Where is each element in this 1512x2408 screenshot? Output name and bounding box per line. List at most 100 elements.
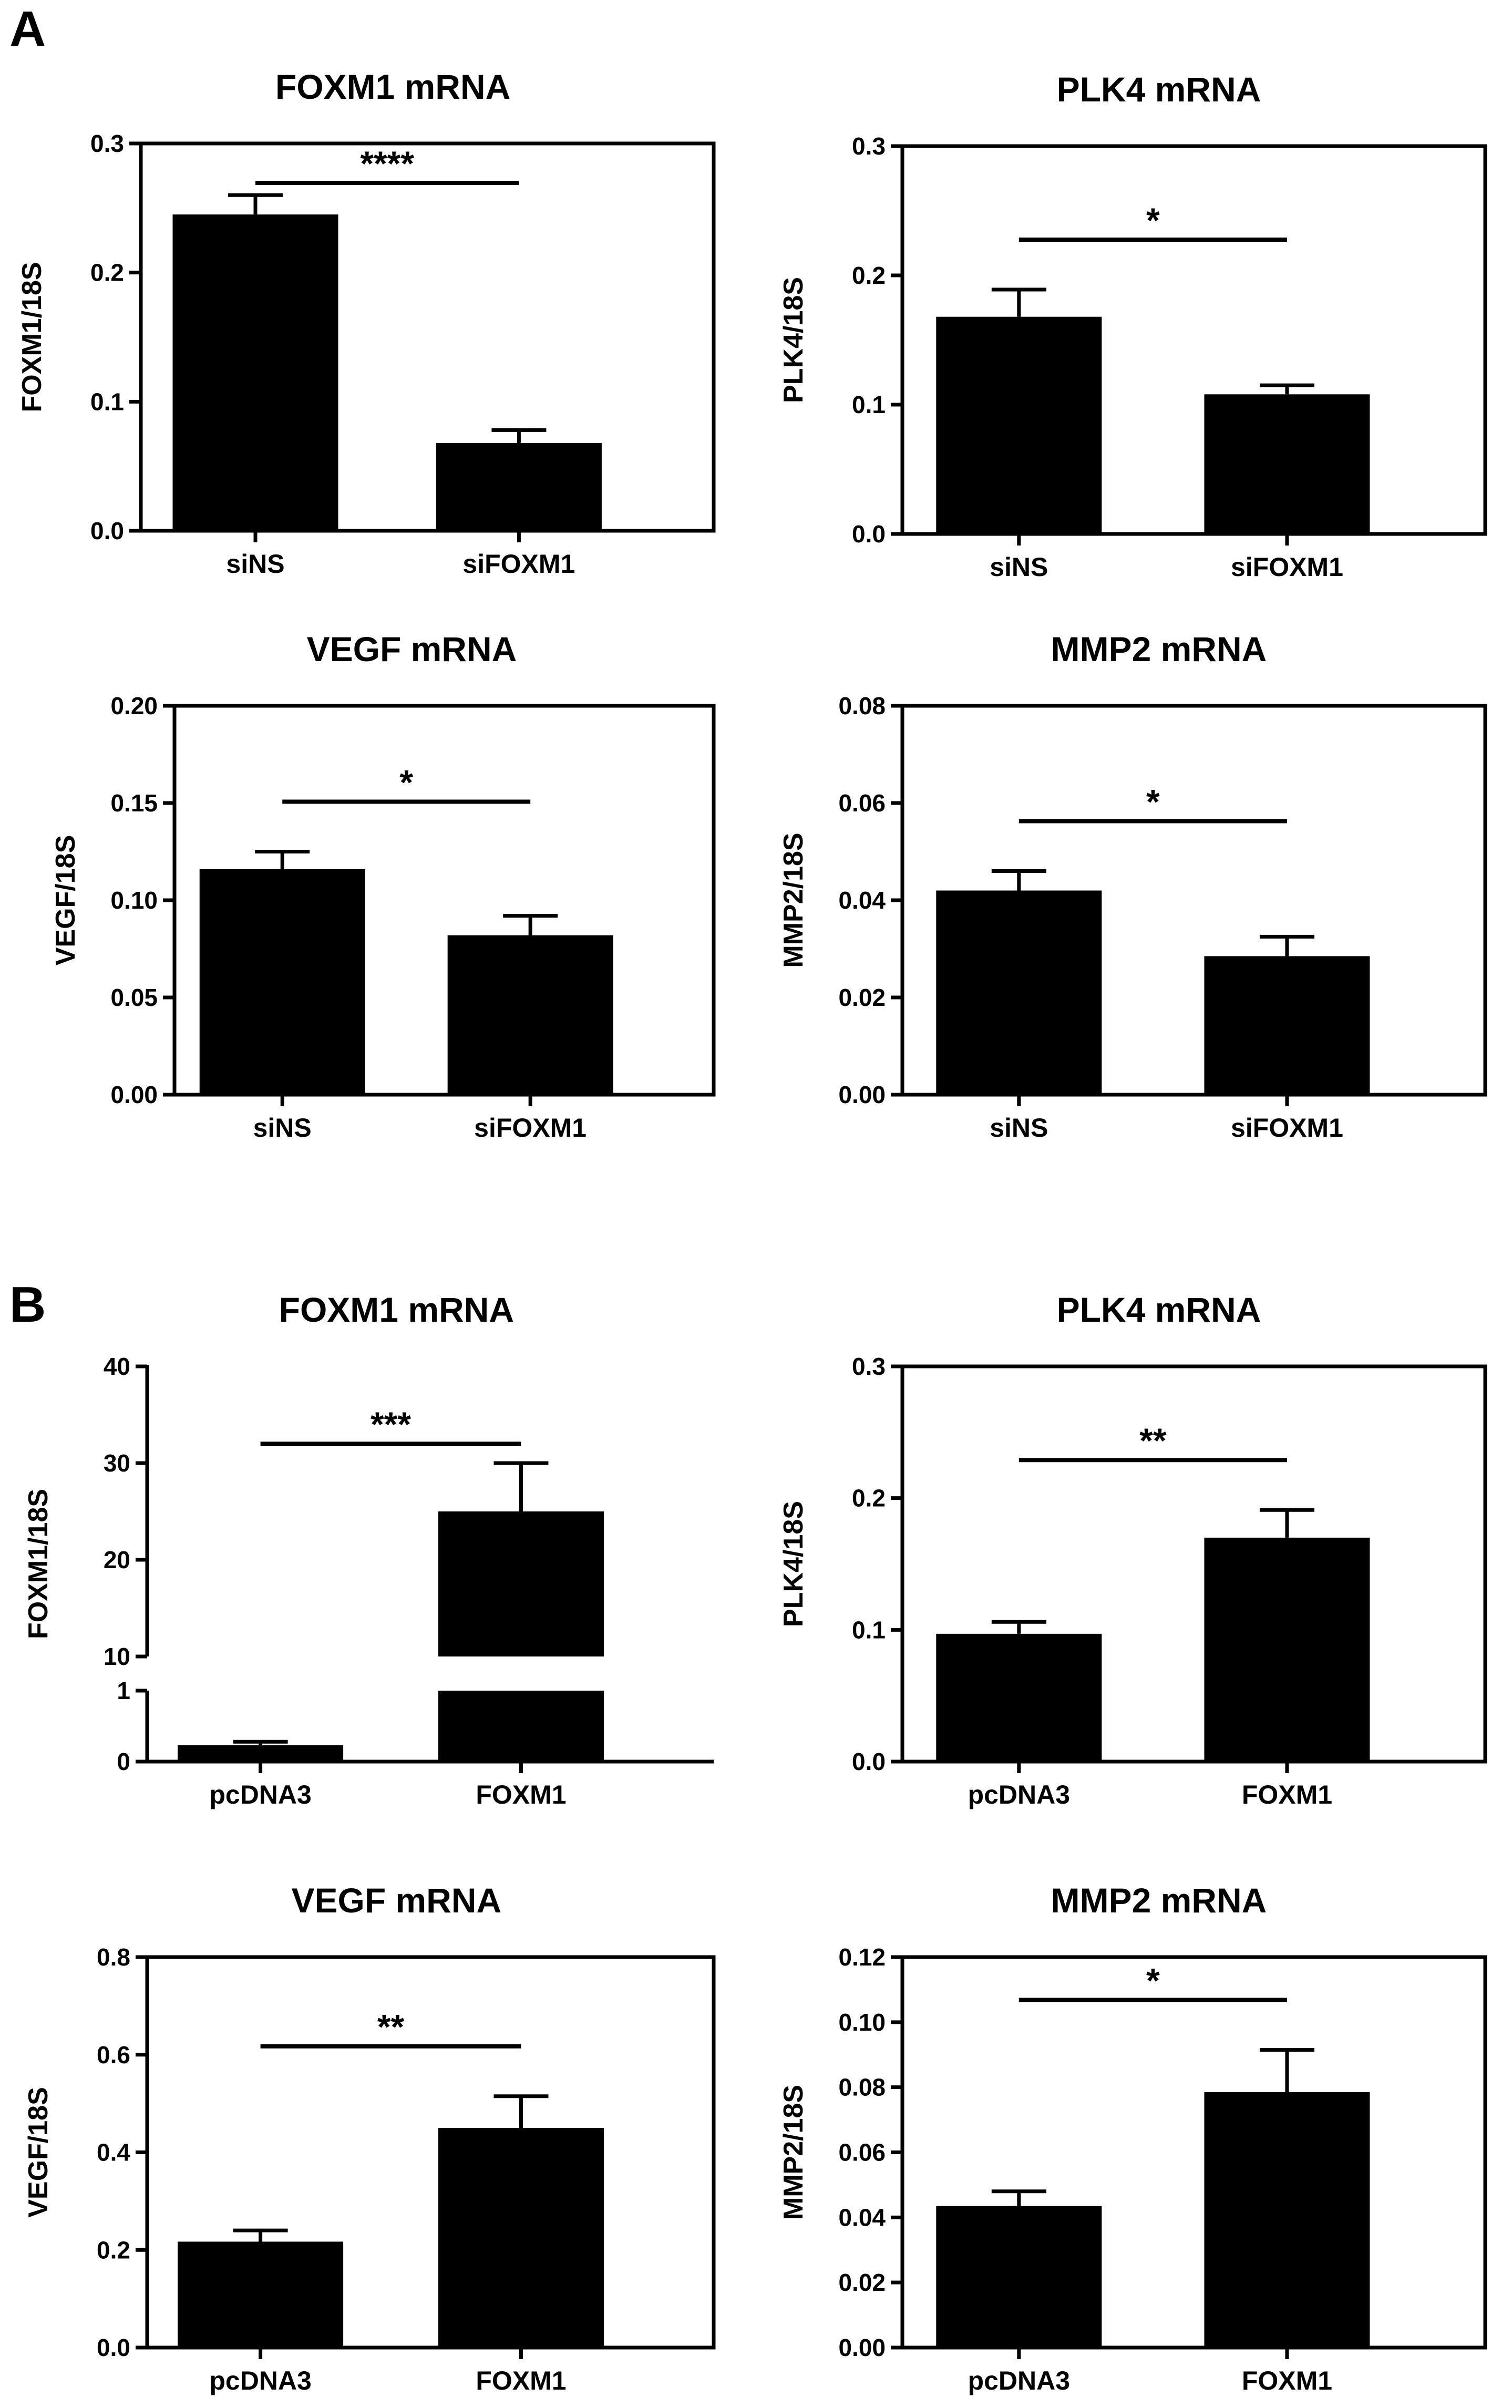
bar-pcdna3	[936, 2206, 1102, 2348]
y-tick-label: 0.4	[97, 2139, 130, 2166]
bar-sifoxm1	[1204, 394, 1370, 534]
y-axis-label: MMP2/18S	[778, 2085, 809, 2220]
y-tick-label: 0.12	[838, 1943, 886, 1971]
chart-title: PLK4 mRNA	[1057, 1290, 1261, 1329]
y-tick-label: 1	[117, 1677, 130, 1704]
plot-frame	[900, 1364, 1487, 1764]
bar-sins	[936, 316, 1102, 534]
y-axis-label: VEGF/18S	[23, 2087, 54, 2218]
y-tick-label: 0.0	[852, 1748, 886, 1775]
y-tick-label: 0.10	[110, 887, 158, 914]
y-tick-label: 0.06	[838, 2139, 886, 2166]
panel-letter-b: B	[9, 1277, 46, 1333]
x-category-label: FOXM1	[1242, 1780, 1332, 1809]
y-tick-label: 0.1	[852, 1616, 886, 1643]
y-tick-label: 0.02	[838, 984, 886, 1011]
y-tick-label: 0.04	[838, 887, 886, 914]
significance-label: ***	[371, 1405, 411, 1444]
y-tick-label: 20	[104, 1546, 130, 1573]
y-tick-label: 0.08	[838, 692, 886, 719]
y-tick-label: 0.0	[852, 520, 886, 548]
x-category-label: pcDNA3	[968, 2366, 1070, 2395]
significance-label: *	[1146, 783, 1160, 821]
x-category-label: FOXM1	[476, 1780, 566, 1809]
bar-foxm1-upper	[438, 1511, 604, 1656]
y-axis-label: PLK4/18S	[778, 1501, 809, 1627]
x-category-label: siFOXM1	[1231, 1113, 1343, 1143]
y-tick-label: 0.2	[852, 262, 886, 289]
x-category-label: siNS	[226, 549, 284, 579]
y-tick-label: 30	[104, 1449, 130, 1477]
bar-sifoxm1	[436, 443, 602, 531]
charts-group: FOXM1 mRNA FOXM1/18S 0.0 0.1 0.2 0.3 siNS siFOX…	[17, 67, 1487, 2395]
y-tick-label: 0.1	[852, 391, 886, 418]
chart-8: MMP2 mRNA MMP2/18S 0.00 0.02 0.04 0.06 0.08 0.1…	[778, 1881, 1487, 2395]
x-category-label: pcDNA3	[968, 1780, 1070, 1809]
chart-title: MMP2 mRNA	[1051, 1881, 1267, 1920]
y-axis-label: MMP2/18S	[778, 832, 809, 968]
chart-1: FOXM1 mRNA FOXM1/18S 0.0 0.1 0.2 0.3 siNS siFOX…	[17, 67, 716, 579]
bar-sifoxm1	[1204, 956, 1370, 1095]
bar-pcdna3	[178, 1745, 344, 1762]
x-category-label: siNS	[990, 1113, 1048, 1143]
chart-7: VEGF mRNA VEGF/18S 0.0 0.2 0.4 0.6 0.8 pcDNA3 FO…	[23, 1881, 716, 2395]
x-category-label: siNS	[253, 1113, 312, 1143]
significance-label: **	[377, 2008, 405, 2046]
bar-pcdna3	[178, 2241, 344, 2348]
y-axis-label: FOXM1/18S	[17, 262, 47, 412]
y-tick-label: 10	[104, 1643, 130, 1670]
chart-3: VEGF mRNA VEGF/18S 0.00 0.05 0.10 0.15 0.20 siN…	[50, 630, 716, 1143]
y-tick-label: 0.00	[110, 1081, 158, 1108]
chart-5: FOXM1 mRNA FOXM1/18S 0 1 10 20 30 40 pcDNA3 FOXM1…	[23, 1290, 714, 1809]
y-tick-label: 0.05	[110, 984, 158, 1011]
chart-title: VEGF mRNA	[307, 630, 517, 668]
y-tick-label: 0.2	[90, 259, 124, 286]
y-tick-label: 0.1	[90, 388, 124, 415]
y-tick-label: 0.6	[97, 2041, 130, 2069]
y-tick-label: 0.0	[97, 2334, 130, 2361]
chart-2: PLK4 mRNA PLK4/18S 0.0 0.1 0.2 0.3 siNS siFOXM1…	[778, 70, 1487, 582]
significance-label: ****	[360, 144, 414, 183]
significance-label: *	[399, 763, 413, 802]
bar-sins	[172, 214, 338, 531]
x-category-label: pcDNA3	[209, 2366, 311, 2395]
y-tick-label: 0.8	[97, 1943, 130, 1971]
bar-sins	[199, 869, 365, 1095]
significance-label: *	[1146, 201, 1160, 240]
chart-title: PLK4 mRNA	[1057, 70, 1261, 109]
x-category-label: pcDNA3	[209, 1780, 311, 1809]
bar-sifoxm1	[447, 935, 613, 1095]
bar-foxm1	[1204, 1537, 1370, 1762]
x-category-label: siFOXM1	[462, 549, 575, 579]
bar-pcdna3	[936, 1633, 1102, 1762]
x-category-label: FOXM1	[1242, 2366, 1332, 2395]
bar-foxm1	[438, 2128, 604, 2348]
chart-title: MMP2 mRNA	[1051, 630, 1267, 668]
x-category-label: siFOXM1	[474, 1113, 587, 1143]
significance-label: **	[1139, 1421, 1167, 1460]
chart-title: FOXM1 mRNA	[275, 67, 510, 106]
y-tick-label: 0.2	[97, 2236, 130, 2263]
y-tick-label: 0.02	[838, 2269, 886, 2296]
y-tick-label: 40	[104, 1353, 130, 1380]
y-tick-label: 0.00	[838, 1081, 886, 1108]
y-axis-label: PLK4/18S	[778, 277, 809, 403]
y-tick-label: 0.3	[90, 130, 124, 157]
y-tick-label: 0.3	[852, 1353, 886, 1380]
y-axis-label: FOXM1/18S	[23, 1489, 54, 1639]
y-tick-label: 0.00	[838, 2334, 886, 2361]
x-category-label: siFOXM1	[1231, 552, 1343, 582]
significance-label: *	[1146, 1961, 1160, 2000]
chart-6: PLK4 mRNA PLK4/18S 0.0 0.1 0.2 0.3 pcDNA3 FOXM1…	[778, 1290, 1487, 1809]
bar-foxm1	[1204, 2092, 1370, 2348]
x-category-label: siNS	[990, 552, 1048, 582]
plot-frame	[900, 144, 1487, 536]
y-tick-label: 0.08	[838, 2074, 886, 2101]
bar-foxm1-lower	[438, 1691, 604, 1762]
y-tick-label: 0	[117, 1748, 130, 1775]
panel-letter-a: A	[9, 1, 46, 57]
y-tick-label: 0.0	[90, 517, 124, 544]
bar-sins	[936, 890, 1102, 1095]
y-tick-label: 0.04	[838, 2204, 886, 2231]
